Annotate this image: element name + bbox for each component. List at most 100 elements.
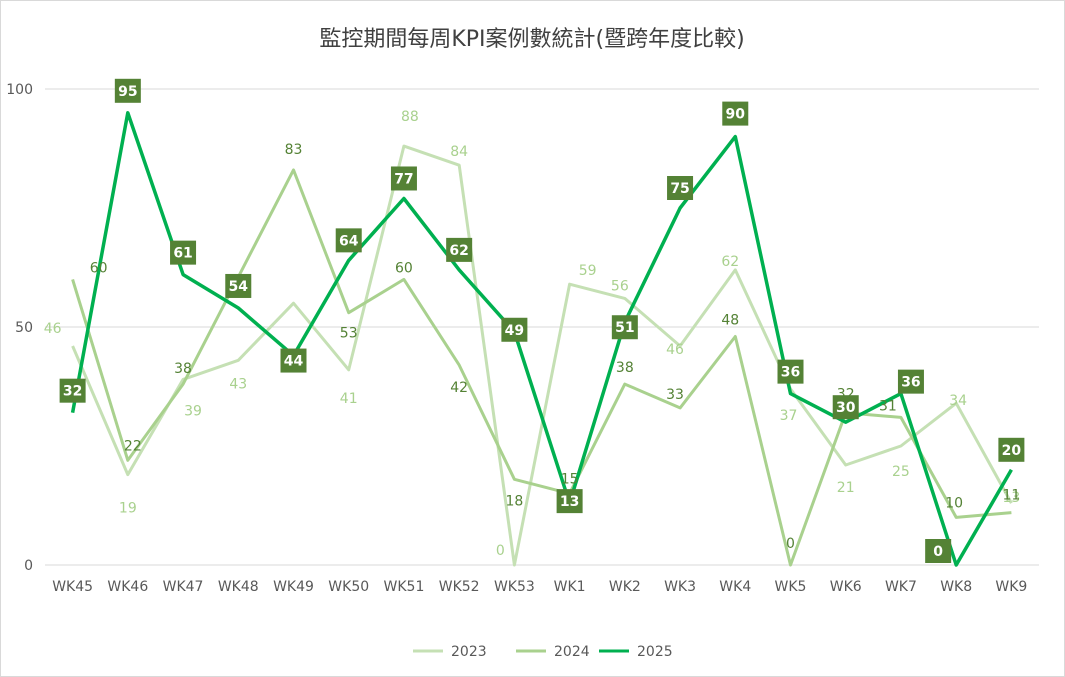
data-label-2023: 39 (184, 403, 202, 419)
data-label-2025: 54 (225, 273, 252, 298)
data-label-2023: 46 (666, 342, 684, 358)
x-tick-label: WK9 (995, 579, 1027, 595)
data-label-2024: 10 (945, 495, 963, 511)
x-tick-label: WK50 (328, 579, 369, 595)
legend-label-2025: 2025 (637, 644, 673, 660)
data-label-box (925, 539, 952, 563)
data-label-2024: 83 (285, 142, 303, 158)
data-label-2024: 60 (90, 260, 108, 276)
data-label-2025: 49 (501, 317, 528, 342)
data-label-2025: 30 (832, 395, 859, 420)
data-label-2023: 34 (949, 393, 967, 409)
data-label-2024: 33 (666, 387, 684, 403)
data-label-2025: 51 (611, 315, 638, 340)
y-tick-label: 0 (24, 558, 33, 574)
data-label-text: 62 (449, 243, 468, 259)
data-label-text: 95 (118, 84, 137, 100)
data-label-text: 64 (339, 233, 359, 249)
data-label-2025: 62 (446, 237, 473, 262)
data-label-2023: 21 (837, 480, 855, 496)
data-label-2025: 36 (777, 359, 804, 384)
legend: 2023 2024 2025 (413, 644, 673, 660)
x-axis-ticks: WK45 WK46 WK47 WK48 WK49 WK50 WK51 WK52 WK53 WK1 W… (52, 579, 1027, 595)
data-label-box (390, 166, 417, 191)
data-label-2024: 38 (616, 360, 634, 376)
data-label-2023: 84 (450, 144, 468, 160)
data-label-2023: 19 (119, 501, 137, 517)
data-label-2024: 15 (561, 472, 579, 488)
data-label-text: 36 (781, 365, 800, 381)
data-label-2025: 44 (280, 348, 307, 373)
data-label-box (170, 240, 197, 265)
data-label-2023: 59 (579, 263, 597, 279)
data-label-box (501, 317, 528, 342)
data-label-2023: 37 (780, 408, 798, 424)
x-tick-label: WK3 (664, 579, 696, 595)
x-tick-label: WK8 (940, 579, 972, 595)
y-tick-label: 50 (15, 320, 33, 336)
data-label-2024: 53 (340, 326, 358, 342)
data-label-2025: 95 (114, 78, 141, 103)
x-tick-label: WK4 (719, 579, 751, 595)
gridlines (45, 88, 1039, 566)
x-tick-label: WK47 (163, 579, 204, 595)
x-tick-label: WK48 (218, 579, 259, 595)
data-label-2024: 0 (786, 536, 795, 552)
data-label-2025: 75 (667, 176, 694, 200)
data-label-2023: 88 (401, 109, 419, 125)
chart-title: 監控期間每周KPI案例數統計(暨跨年度比較) (319, 27, 744, 52)
data-label-2023: 46 (44, 321, 62, 337)
x-tick-label: WK1 (554, 579, 586, 595)
data-label-2025: 32 (59, 378, 86, 403)
data-label-box (667, 176, 694, 200)
data-label-2025: 61 (170, 240, 197, 265)
x-tick-label: WK46 (107, 579, 148, 595)
data-label-2025: 13 (556, 489, 583, 514)
data-label-2025: 20 (998, 437, 1025, 462)
x-tick-label: WK45 (52, 579, 93, 595)
data-label-box (722, 101, 749, 126)
data-label-box (225, 273, 252, 298)
data-label-box (335, 228, 362, 253)
data-label-2024: 38 (174, 361, 192, 377)
series-line-2025 (70, 111, 1013, 567)
data-label-2024: 22 (124, 438, 142, 454)
data-label-2023: 25 (892, 464, 910, 480)
data-label-text: 49 (505, 323, 524, 339)
data-label-2023: 62 (721, 254, 739, 270)
data-label-2025: 0 (925, 539, 952, 563)
data-label-2023: 0 (496, 543, 505, 559)
data-label-text: 90 (726, 107, 746, 123)
data-label-text: 54 (229, 279, 249, 295)
data-label-text: 20 (1002, 443, 1022, 459)
x-tick-label: WK53 (494, 579, 535, 595)
data-label-box (611, 315, 638, 340)
data-label-text: 0 (933, 544, 943, 560)
data-label-2025: 90 (722, 101, 749, 126)
y-axis-ticks: 0 50 100 (6, 82, 33, 574)
data-label-2023: 43 (229, 376, 247, 392)
data-label-box (998, 437, 1025, 462)
data-label-box (114, 78, 141, 103)
y-tick-label: 100 (6, 82, 33, 98)
data-label-2025: 64 (335, 228, 362, 253)
data-label-2024: 11 (1002, 488, 1020, 504)
data-label-text: 44 (284, 354, 304, 370)
series-line-2023 (71, 144, 1013, 567)
data-label-text: 13 (560, 494, 579, 510)
data-label-2023: 41 (340, 391, 358, 407)
data-label-box (832, 395, 859, 420)
data-label-box (897, 369, 924, 394)
data-label-2023: 56 (611, 278, 629, 294)
data-labels: 46 19 39 43 41 88 84 0 59 56 46 62 37 21 25 34 13 60 22 38 8… (44, 78, 1025, 563)
x-tick-label: WK2 (609, 579, 641, 595)
data-label-2023: 13 (1002, 490, 1020, 506)
data-label-2024: 42 (450, 380, 468, 396)
data-label-text: 61 (173, 246, 192, 262)
data-label-text: 75 (670, 181, 689, 197)
data-label-2025: 77 (390, 166, 417, 191)
x-tick-label: WK49 (273, 579, 314, 595)
data-label-2024: 31 (879, 398, 897, 414)
data-label-text: 32 (63, 384, 82, 400)
